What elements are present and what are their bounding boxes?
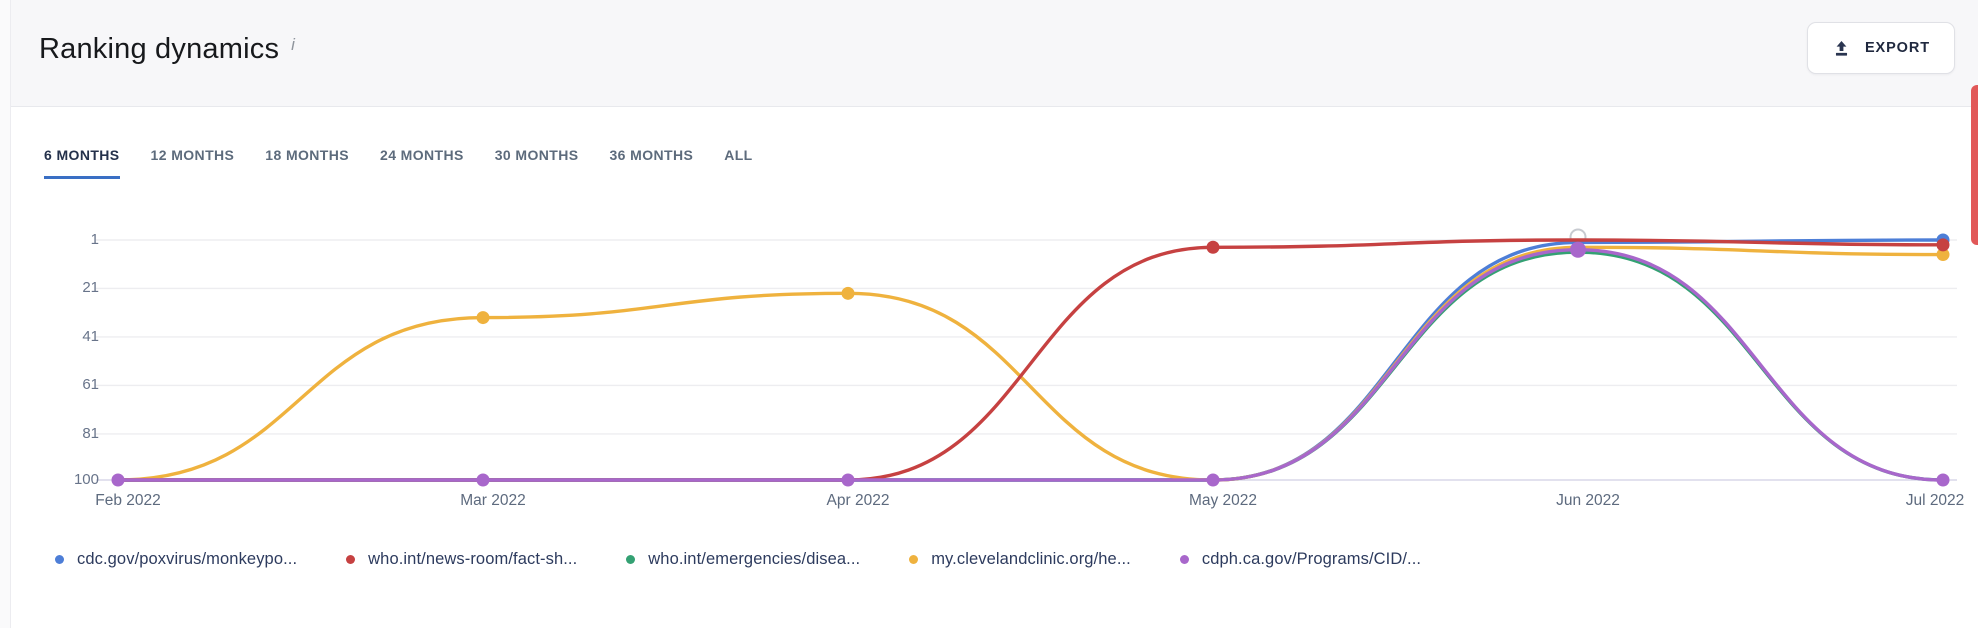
series-dot-3 xyxy=(1936,248,1950,262)
period-tabs: 6 MONTHS 12 MONTHS 18 MONTHS 24 MONTHS 30 MO… xyxy=(11,147,1978,179)
series-dot-3 xyxy=(476,311,490,325)
legend-item-3[interactable]: my.clevelandclinic.org/he... xyxy=(909,550,1131,569)
info-icon[interactable]: i xyxy=(291,34,295,54)
export-button[interactable]: EXPORT xyxy=(1806,22,1955,74)
x-axis-label: May 2022 xyxy=(1188,492,1258,509)
x-axis-label: Jul 2022 xyxy=(1905,492,1965,509)
tab-12-months[interactable]: 12 MONTHS xyxy=(151,147,235,179)
y-axis-label: 1 xyxy=(90,231,99,248)
series-dot-4 xyxy=(111,473,125,487)
series-dot-1 xyxy=(1206,240,1220,254)
tab-18-months[interactable]: 18 MONTHS xyxy=(265,147,349,179)
x-axis-label: Apr 2022 xyxy=(826,492,890,509)
legend-label: cdc.gov/poxvirus/monkeypo... xyxy=(77,550,298,568)
series-dot-4 xyxy=(1936,473,1950,487)
series-dot-4 xyxy=(1570,241,1586,258)
tab-all[interactable]: ALL xyxy=(724,147,752,179)
legend-dot xyxy=(1179,555,1189,564)
y-axis-label: 21 xyxy=(82,279,99,297)
tab-6-months[interactable]: 6 MONTHS xyxy=(44,147,120,179)
legend-label: who.int/news-room/fact-sh... xyxy=(368,550,578,568)
legend-label: my.clevelandclinic.org/he... xyxy=(931,550,1131,568)
legend-dot xyxy=(909,555,919,564)
series-dot-4 xyxy=(1206,473,1220,487)
legend-item-0[interactable]: cdc.gov/poxvirus/monkeypo... xyxy=(55,550,297,569)
upload-icon xyxy=(1832,39,1851,58)
title-wrap: Ranking dynamics i xyxy=(39,33,295,66)
legend-dot xyxy=(55,555,64,564)
legend-dot xyxy=(346,555,356,564)
y-axis-label: 81 xyxy=(82,424,99,442)
y-axis-label: 100 xyxy=(73,471,99,488)
legend: cdc.gov/poxvirus/monkeypo... who.int/news… xyxy=(55,550,1948,569)
chart-svg[interactable] xyxy=(11,0,1978,628)
legend-item-1[interactable]: who.int/news-room/fact-sh... xyxy=(346,550,577,569)
chart-area[interactable]: 1 21 41 61 81 100 Feb 2022 Mar 2022 Apr 2022 May… xyxy=(11,0,1978,628)
card-header: Ranking dynamics i EXPORT xyxy=(11,0,1978,107)
series-dot-3 xyxy=(841,286,855,300)
export-label: EXPORT xyxy=(1864,40,1930,56)
legend-label: who.int/emergencies/disea... xyxy=(648,550,861,568)
legend-item-4[interactable]: cdph.ca.gov/Programs/CID/... xyxy=(1179,550,1422,569)
series-line-3 xyxy=(116,245,1945,482)
series-line-4 xyxy=(116,247,1945,482)
legend-item-2[interactable]: who.int/emergencies/disea... xyxy=(626,550,860,569)
right-edge-scroll-indicator[interactable] xyxy=(1971,85,1978,245)
y-axis-label: 61 xyxy=(82,376,99,394)
x-axis-label: Feb 2022 xyxy=(95,492,161,509)
tab-30-months[interactable]: 30 MONTHS xyxy=(495,147,579,179)
y-axis-label: 41 xyxy=(82,327,99,345)
legend-dot xyxy=(626,555,636,564)
legend-label: cdph.ca.gov/Programs/CID/... xyxy=(1201,550,1422,568)
tab-36-months[interactable]: 36 MONTHS xyxy=(609,147,693,179)
series-dot-1 xyxy=(1936,238,1950,252)
series-dot-4 xyxy=(841,473,855,487)
tab-24-months[interactable]: 24 MONTHS xyxy=(380,147,464,179)
page-title: Ranking dynamics xyxy=(39,32,280,65)
x-axis-label: Mar 2022 xyxy=(460,492,526,509)
ranking-dynamics-card: Ranking dynamics i EXPORT 6 MONTHS 12 MON… xyxy=(10,0,1978,628)
series-dot-4 xyxy=(476,473,490,487)
x-axis-label: Jun 2022 xyxy=(1556,492,1620,509)
